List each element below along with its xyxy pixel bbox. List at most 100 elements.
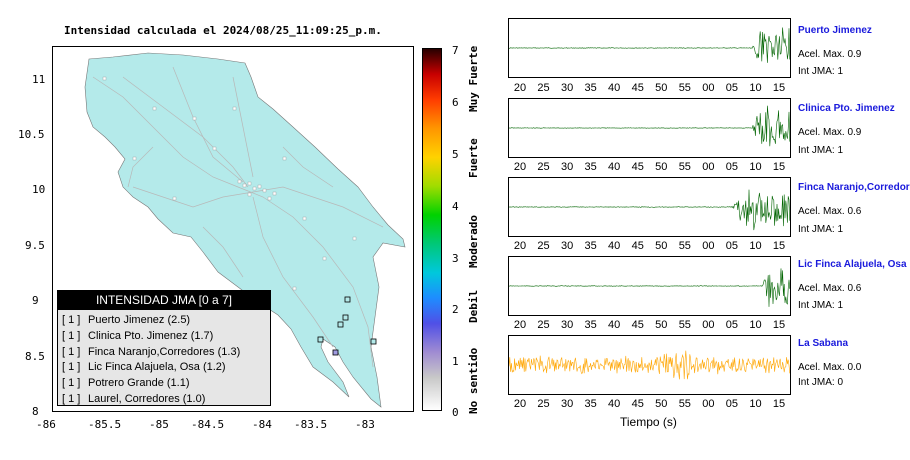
intensity-colorbar — [422, 48, 442, 411]
time-tick-label: 40 — [608, 82, 621, 94]
waveform-line — [509, 350, 790, 380]
waveform-x-ticks: 20 25 30 35 40 45 50 55 00 05 10 15 — [508, 240, 791, 254]
station-accel: Acel. Max. 0.0 — [798, 362, 862, 373]
colorbar-category: Muy Fuerte — [467, 45, 480, 112]
waveform-x-ticks: 20 25 30 35 40 45 50 55 00 05 10 15 — [508, 161, 791, 175]
legend-entry: [ 1 ] Potrero Grande (1.1) — [58, 376, 270, 392]
time-tick-label: 20 — [513, 161, 527, 173]
time-tick-label: 55 — [678, 319, 691, 331]
time-tick-label: 45 — [631, 161, 644, 173]
time-tick-label: 00 — [702, 82, 715, 94]
legend-entry: [ 1 ] Lic Finca Alajuela, Osa (1.2) — [58, 360, 270, 376]
costa-rica-map — [84, 52, 406, 408]
station-intensity: Int JMA: 1 — [798, 224, 844, 235]
map-title: Intensidad calculada el 2024/08/25_11:09… — [64, 24, 382, 37]
x-tick-label: -84.5 — [191, 418, 225, 431]
legend-entry-intensity: [ 1 ] — [62, 345, 81, 358]
legend-entry: [ 1 ] Clinica Pto. Jimenez (1.7) — [58, 329, 270, 345]
time-tick-label: 05 — [725, 82, 739, 94]
colorbar-tick: 2 — [452, 303, 459, 316]
colorbar-tick: 0 — [452, 406, 459, 419]
time-tick-label: 45 — [631, 240, 644, 252]
waveform-trace — [509, 27, 790, 63]
legend-entry-label: Clinica Pto. Jimenez (1.7) — [88, 329, 214, 342]
time-tick-label: 15 — [772, 398, 786, 410]
legend-entry-label: Potrero Grande (1.1) — [88, 377, 190, 390]
legend-entry-intensity: [ 1 ] — [62, 392, 81, 405]
station-intensity: Int JMA: 1 — [798, 66, 844, 77]
time-axis-label: Tiempo (s) — [620, 415, 677, 429]
time-tick-label: 20 — [513, 82, 527, 94]
legend-entry-label: Finca Naranjo,Corredores (1.3) — [88, 345, 241, 358]
time-tick-label: 20 — [513, 240, 527, 252]
legend-entry-intensity: [ 1 ] — [62, 329, 81, 342]
colorbar-category: Fuerte — [467, 138, 480, 178]
station-intensity: Int JMA: 1 — [798, 145, 844, 156]
intensity-stations — [317, 296, 377, 356]
colorbar-category: Debil — [467, 289, 480, 323]
time-tick-label: 55 — [678, 82, 691, 94]
time-tick-label: 15 — [772, 240, 786, 252]
time-tick-label: 10 — [749, 82, 762, 94]
time-tick-label: 30 — [560, 161, 574, 173]
time-tick-label: 10 — [749, 319, 762, 331]
intensity-legend: INTENSIDAD JMA [0 a 7] [ 1 ] Puerto Jimen… — [57, 290, 271, 406]
time-tick-label: 35 — [584, 82, 597, 94]
y-tick-label: 8 — [32, 405, 39, 418]
waveform-line — [509, 189, 790, 231]
legend-header: INTENSIDAD JMA [0 a 7] — [58, 291, 270, 310]
legend-entries: [ 1 ] Puerto Jimenez (2.5) [ 1 ] Clinica Pt… — [58, 310, 270, 408]
time-tick-label: 10 — [749, 240, 762, 252]
colorbar-tick: 1 — [452, 355, 459, 368]
station-intensity: Int JMA: 0 — [798, 377, 844, 388]
station-intensity: Int JMA: 1 — [798, 300, 844, 311]
time-tick-label: 30 — [560, 82, 574, 94]
time-tick-label: 50 — [655, 161, 668, 173]
time-tick-label: 55 — [678, 161, 691, 173]
time-tick-label: 40 — [608, 240, 621, 252]
colorbar-tick: 4 — [452, 200, 459, 213]
time-tick-label: 35 — [584, 319, 597, 331]
station-markers — [102, 76, 357, 291]
time-tick-label: 40 — [608, 398, 621, 410]
time-tick-label: 00 — [702, 319, 715, 331]
time-tick-label: 55 — [678, 398, 691, 410]
legend-entry-intensity: [ 1 ] — [62, 361, 81, 374]
y-tick-label: 10.5 — [18, 128, 45, 141]
time-tick-label: 00 — [702, 161, 715, 173]
y-tick-label: 9.5 — [25, 239, 45, 252]
x-tick-label: -83.5 — [294, 418, 328, 431]
waveform-line — [509, 27, 790, 63]
waveform-x-ticks: 20 25 30 35 40 45 50 55 00 05 10 15 — [508, 398, 791, 412]
time-tick-label: 50 — [655, 319, 668, 331]
time-tick-label: 40 — [608, 161, 621, 173]
legend-entry-label: Laurel, Corredores (1.0) — [88, 392, 206, 405]
waveform-line — [509, 105, 790, 147]
time-tick-label: 45 — [631, 82, 644, 94]
time-tick-label: 25 — [537, 82, 550, 94]
x-tick-label: -85.5 — [88, 418, 122, 431]
time-tick-label: 20 — [513, 319, 527, 331]
legend-entry: [ 1 ] Puerto Jimenez (2.5) — [58, 313, 270, 329]
colorbar-tick: 5 — [452, 148, 459, 161]
y-tick-label: 9 — [32, 294, 39, 307]
waveform-line — [509, 268, 790, 307]
station-name: Puerto Jimenez — [798, 25, 872, 36]
legend-entry: [ 1 ] Finca Naranjo,Corredores (1.3) — [58, 345, 270, 361]
time-tick-label: 35 — [584, 161, 597, 173]
station-accel: Acel. Max. 0.9 — [798, 49, 862, 60]
time-tick-label: 55 — [678, 240, 691, 252]
station-accel: Acel. Max. 0.6 — [798, 283, 862, 294]
time-tick-label: 50 — [655, 82, 668, 94]
y-tick-label: 11 — [32, 73, 46, 86]
time-tick-label: 40 — [608, 319, 621, 331]
x-tick-label: -85 — [149, 418, 169, 431]
time-tick-label: 45 — [631, 398, 644, 410]
legend-entry-label: Lic Finca Alajuela, Osa (1.2) — [88, 361, 226, 374]
time-tick-label: 05 — [725, 319, 739, 331]
time-tick-label: 00 — [702, 240, 715, 252]
time-tick-label: 45 — [631, 319, 644, 331]
colorbar-category: No sentido — [467, 347, 480, 414]
y-tick-label: 10 — [32, 183, 46, 196]
station-accel: Acel. Max. 0.6 — [798, 206, 862, 217]
